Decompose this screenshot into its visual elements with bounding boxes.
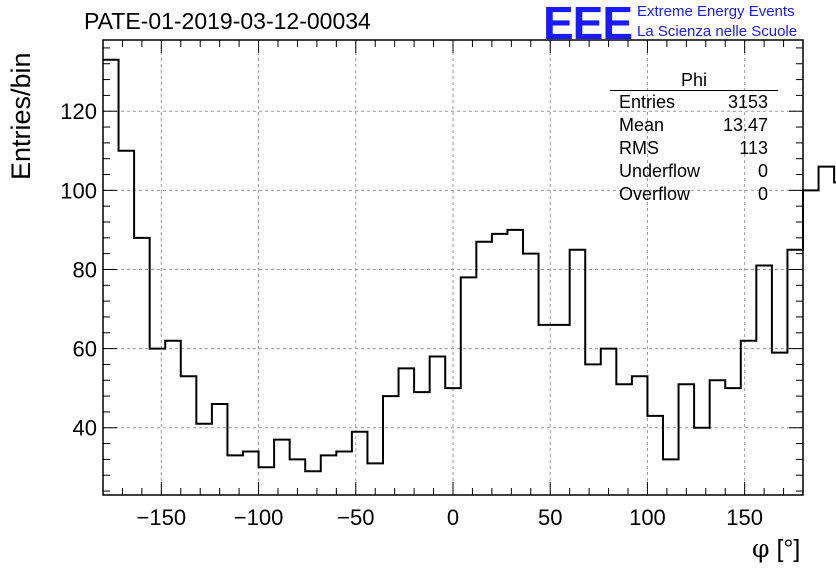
histogram-bin [103, 60, 119, 495]
stats-box-title: Phi [610, 70, 778, 91]
histogram-bin [725, 388, 741, 495]
histogram-bin [414, 392, 430, 495]
x-tick-label: 100 [629, 505, 666, 530]
histogram-line [103, 58, 836, 473]
histogram-bin [787, 250, 803, 495]
histogram-bin [616, 384, 632, 495]
histogram-bin [119, 151, 135, 495]
histogram-bin [367, 463, 383, 495]
histogram-bin [227, 455, 243, 495]
logo-subtitle-line1: Extreme Energy Events [637, 3, 795, 20]
histogram-bin [523, 254, 539, 495]
histogram-bin [165, 341, 181, 495]
histogram-bin [570, 250, 586, 495]
y-tick-label: 40 [73, 416, 97, 441]
histogram-bin [259, 467, 275, 495]
histogram-bin [383, 396, 399, 495]
stats-label: Underflow [619, 161, 701, 181]
histogram-bin [352, 432, 368, 495]
y-tick-label: 60 [73, 337, 97, 362]
y-tick-label: 120 [60, 99, 97, 124]
histogram-bin [585, 364, 601, 495]
histogram-bin [336, 451, 352, 495]
x-axis-label: φ [°] [752, 534, 800, 564]
y-axis-label: Entries/bin [6, 52, 36, 180]
histogram-bin [819, 167, 835, 495]
stats-label: Overflow [619, 184, 691, 204]
histogram-bin [150, 349, 166, 495]
y-tick-label: 100 [60, 178, 97, 203]
stats-label: Mean [619, 115, 665, 135]
x-tick-label: −100 [234, 505, 284, 530]
stats-value: 0 [757, 184, 768, 204]
plot-frame [102, 39, 804, 496]
histogram-bin [461, 277, 477, 495]
histogram-bin [679, 384, 695, 495]
histogram-bin [476, 242, 492, 495]
stats-value: 3153 [727, 92, 768, 112]
histogram-bin [399, 368, 415, 495]
eee-logo: EEE [543, 0, 633, 49]
stats-value: 13.47 [722, 115, 768, 135]
histogram-bin [601, 349, 617, 495]
stats-label: Entries [619, 92, 676, 112]
chart-title: PATE-01-2019-03-12-00034 [84, 8, 371, 34]
histogram-bin [663, 459, 679, 495]
histogram-bin [305, 471, 321, 495]
x-axis-unit: [°] [776, 535, 801, 563]
histogram-bin [134, 238, 150, 495]
histogram-bin [430, 357, 446, 495]
histogram-bin [492, 234, 508, 495]
stats-row: Underflow 0 [610, 160, 778, 183]
histogram-bin [539, 325, 555, 495]
stats-row: Entries 3153 [610, 91, 778, 114]
histogram-bin [290, 459, 306, 495]
histogram-bin [212, 404, 228, 495]
stats-box: Phi Entries 3153 Mean 13.47 RMS 113 Unde… [610, 70, 778, 208]
stats-value: 0 [757, 161, 768, 181]
histogram-bin [756, 266, 772, 495]
histogram-bin [647, 416, 663, 495]
histogram-bin [507, 230, 523, 495]
histogram-bin [741, 341, 757, 495]
histogram-bin [445, 388, 461, 495]
x-tick-label: −50 [337, 505, 374, 530]
histogram-bin [710, 380, 726, 495]
histogram-bin [243, 451, 259, 495]
x-tick-label: −150 [137, 505, 187, 530]
stats-row: RMS 113 [610, 137, 778, 160]
histogram-bin [274, 440, 290, 495]
stats-row: Mean 13.47 [610, 114, 778, 137]
stats-label: RMS [619, 138, 659, 158]
x-axis-symbol: φ [752, 534, 770, 563]
histogram-bin [554, 325, 570, 495]
stats-row: Overflow 0 [610, 183, 778, 206]
x-tick-label: 150 [726, 505, 763, 530]
histogram-bin [321, 455, 337, 495]
histogram-bin [772, 353, 788, 495]
stats-value: 113 [739, 138, 768, 158]
histogram-bin [694, 428, 710, 495]
histogram-bin [181, 376, 197, 495]
histogram-bin [632, 376, 648, 495]
x-tick-label: 0 [447, 505, 459, 530]
histogram-bin [803, 190, 819, 495]
logo-subtitle-line2: La Scienza nelle Scuole [637, 23, 798, 40]
y-tick-label: 80 [73, 257, 97, 282]
histogram-bin [196, 424, 212, 495]
x-tick-label: 50 [538, 505, 562, 530]
